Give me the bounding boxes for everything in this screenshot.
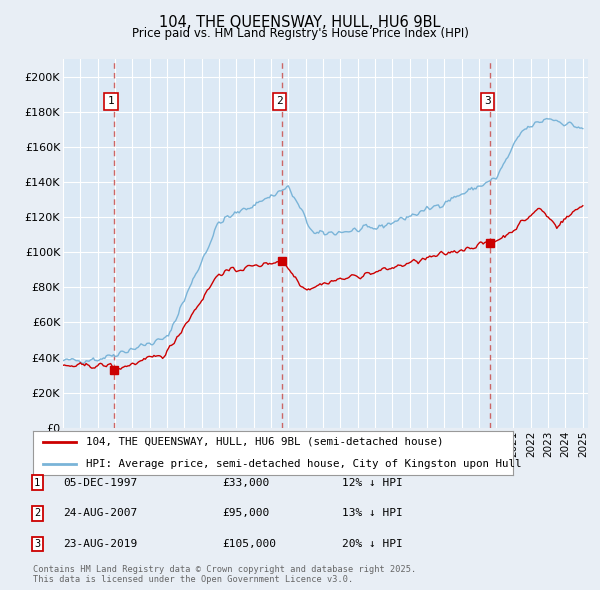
Text: 05-DEC-1997: 05-DEC-1997 [63, 478, 137, 487]
Text: 13% ↓ HPI: 13% ↓ HPI [342, 509, 403, 518]
Text: 104, THE QUEENSWAY, HULL, HU6 9BL (semi-detached house): 104, THE QUEENSWAY, HULL, HU6 9BL (semi-… [86, 437, 443, 447]
Text: 2: 2 [34, 509, 40, 518]
Text: 104, THE QUEENSWAY, HULL, HU6 9BL: 104, THE QUEENSWAY, HULL, HU6 9BL [159, 15, 441, 30]
Text: 1: 1 [107, 96, 115, 106]
Text: HPI: Average price, semi-detached house, City of Kingston upon Hull: HPI: Average price, semi-detached house,… [86, 459, 521, 469]
Text: 2: 2 [276, 96, 283, 106]
Text: Price paid vs. HM Land Registry's House Price Index (HPI): Price paid vs. HM Land Registry's House … [131, 27, 469, 40]
Text: 3: 3 [484, 96, 491, 106]
Text: 1: 1 [34, 478, 40, 487]
Text: 20% ↓ HPI: 20% ↓ HPI [342, 539, 403, 549]
Text: 3: 3 [34, 539, 40, 549]
Text: Contains HM Land Registry data © Crown copyright and database right 2025.
This d: Contains HM Land Registry data © Crown c… [33, 565, 416, 584]
Text: 12% ↓ HPI: 12% ↓ HPI [342, 478, 403, 487]
Text: £33,000: £33,000 [222, 478, 269, 487]
Text: £95,000: £95,000 [222, 509, 269, 518]
Text: £105,000: £105,000 [222, 539, 276, 549]
Text: 23-AUG-2019: 23-AUG-2019 [63, 539, 137, 549]
Text: 24-AUG-2007: 24-AUG-2007 [63, 509, 137, 518]
